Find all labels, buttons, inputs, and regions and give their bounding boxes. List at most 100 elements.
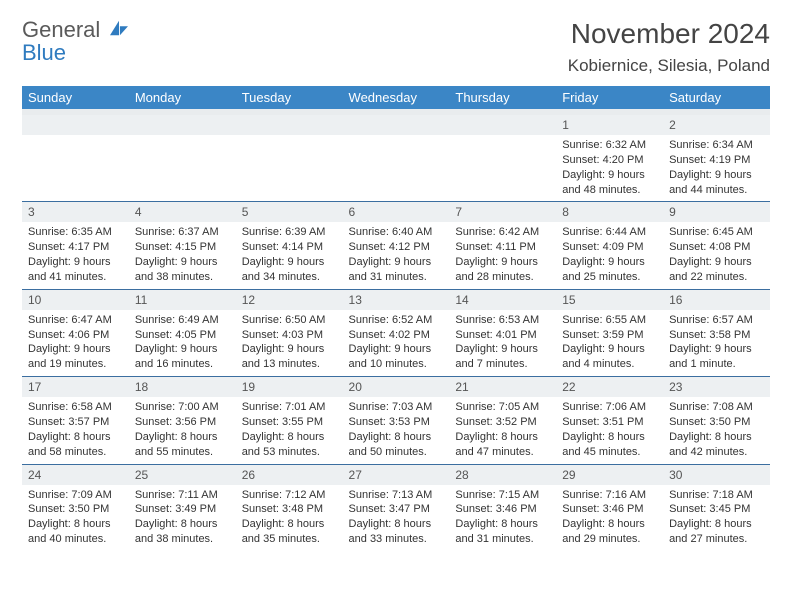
daylight-line: Daylight: 8 hours and 55 minutes. bbox=[135, 430, 230, 460]
location-text: Kobiernice, Silesia, Poland bbox=[568, 56, 770, 76]
sunrise-line: Sunrise: 7:03 AM bbox=[349, 400, 444, 415]
day-details: Sunrise: 6:32 AMSunset: 4:20 PMDaylight:… bbox=[556, 135, 663, 201]
sunset-line: Sunset: 3:51 PM bbox=[562, 415, 657, 430]
day-details: Sunrise: 7:16 AMSunset: 3:46 PMDaylight:… bbox=[556, 485, 663, 551]
sunrise-line: Sunrise: 7:00 AM bbox=[135, 400, 230, 415]
daylight-line: Daylight: 9 hours and 1 minute. bbox=[669, 342, 764, 372]
daylight-line: Daylight: 9 hours and 19 minutes. bbox=[28, 342, 123, 372]
sunset-line: Sunset: 4:11 PM bbox=[455, 240, 550, 255]
day-number: 3 bbox=[22, 202, 129, 222]
day-details: Sunrise: 7:18 AMSunset: 3:45 PMDaylight:… bbox=[663, 485, 770, 551]
daylight-line: Daylight: 8 hours and 50 minutes. bbox=[349, 430, 444, 460]
sunrise-line: Sunrise: 6:49 AM bbox=[135, 313, 230, 328]
daylight-line: Daylight: 9 hours and 34 minutes. bbox=[242, 255, 337, 285]
day-details: Sunrise: 6:42 AMSunset: 4:11 PMDaylight:… bbox=[449, 222, 556, 288]
calendar-day-cell: 26Sunrise: 7:12 AMSunset: 3:48 PMDayligh… bbox=[236, 464, 343, 551]
sunset-line: Sunset: 3:48 PM bbox=[242, 502, 337, 517]
daylight-line: Daylight: 8 hours and 47 minutes. bbox=[455, 430, 550, 460]
sunrise-line: Sunrise: 7:13 AM bbox=[349, 488, 444, 503]
calendar-day-cell bbox=[343, 115, 450, 202]
sunset-line: Sunset: 3:50 PM bbox=[28, 502, 123, 517]
sunrise-line: Sunrise: 7:06 AM bbox=[562, 400, 657, 415]
sunset-line: Sunset: 4:14 PM bbox=[242, 240, 337, 255]
calendar-day-cell bbox=[236, 115, 343, 202]
day-number: 30 bbox=[663, 465, 770, 485]
day-number: 29 bbox=[556, 465, 663, 485]
sunset-line: Sunset: 4:06 PM bbox=[28, 328, 123, 343]
calendar-day-cell: 19Sunrise: 7:01 AMSunset: 3:55 PMDayligh… bbox=[236, 377, 343, 464]
weekday-header-row: SundayMondayTuesdayWednesdayThursdayFrid… bbox=[22, 86, 770, 109]
calendar-day-cell: 25Sunrise: 7:11 AMSunset: 3:49 PMDayligh… bbox=[129, 464, 236, 551]
day-details: Sunrise: 7:08 AMSunset: 3:50 PMDaylight:… bbox=[663, 397, 770, 463]
day-number: 11 bbox=[129, 290, 236, 310]
calendar-day-cell: 13Sunrise: 6:52 AMSunset: 4:02 PMDayligh… bbox=[343, 289, 450, 376]
day-number-empty bbox=[236, 115, 343, 135]
calendar-day-cell bbox=[449, 115, 556, 202]
sunrise-line: Sunrise: 6:45 AM bbox=[669, 225, 764, 240]
calendar-table: SundayMondayTuesdayWednesdayThursdayFrid… bbox=[22, 86, 770, 551]
calendar-week-row: 1Sunrise: 6:32 AMSunset: 4:20 PMDaylight… bbox=[22, 115, 770, 202]
sunset-line: Sunset: 4:12 PM bbox=[349, 240, 444, 255]
day-details: Sunrise: 6:58 AMSunset: 3:57 PMDaylight:… bbox=[22, 397, 129, 463]
sunrise-line: Sunrise: 6:57 AM bbox=[669, 313, 764, 328]
day-number: 20 bbox=[343, 377, 450, 397]
calendar-day-cell: 23Sunrise: 7:08 AMSunset: 3:50 PMDayligh… bbox=[663, 377, 770, 464]
sunrise-line: Sunrise: 6:34 AM bbox=[669, 138, 764, 153]
calendar-day-cell: 5Sunrise: 6:39 AMSunset: 4:14 PMDaylight… bbox=[236, 202, 343, 289]
calendar-day-cell: 12Sunrise: 6:50 AMSunset: 4:03 PMDayligh… bbox=[236, 289, 343, 376]
sunset-line: Sunset: 4:05 PM bbox=[135, 328, 230, 343]
calendar-day-cell: 7Sunrise: 6:42 AMSunset: 4:11 PMDaylight… bbox=[449, 202, 556, 289]
daylight-line: Daylight: 9 hours and 22 minutes. bbox=[669, 255, 764, 285]
day-details: Sunrise: 7:15 AMSunset: 3:46 PMDaylight:… bbox=[449, 485, 556, 551]
sunrise-line: Sunrise: 6:42 AM bbox=[455, 225, 550, 240]
daylight-line: Daylight: 9 hours and 28 minutes. bbox=[455, 255, 550, 285]
calendar-day-cell: 6Sunrise: 6:40 AMSunset: 4:12 PMDaylight… bbox=[343, 202, 450, 289]
calendar-week-row: 10Sunrise: 6:47 AMSunset: 4:06 PMDayligh… bbox=[22, 289, 770, 376]
daylight-line: Daylight: 8 hours and 45 minutes. bbox=[562, 430, 657, 460]
sunrise-line: Sunrise: 6:44 AM bbox=[562, 225, 657, 240]
sunset-line: Sunset: 3:53 PM bbox=[349, 415, 444, 430]
calendar-day-cell: 22Sunrise: 7:06 AMSunset: 3:51 PMDayligh… bbox=[556, 377, 663, 464]
day-number: 14 bbox=[449, 290, 556, 310]
day-details: Sunrise: 7:06 AMSunset: 3:51 PMDaylight:… bbox=[556, 397, 663, 463]
sunset-line: Sunset: 4:17 PM bbox=[28, 240, 123, 255]
day-details: Sunrise: 6:37 AMSunset: 4:15 PMDaylight:… bbox=[129, 222, 236, 288]
day-details: Sunrise: 6:47 AMSunset: 4:06 PMDaylight:… bbox=[22, 310, 129, 376]
sunrise-line: Sunrise: 6:50 AM bbox=[242, 313, 337, 328]
calendar-day-cell: 8Sunrise: 6:44 AMSunset: 4:09 PMDaylight… bbox=[556, 202, 663, 289]
day-details: Sunrise: 6:39 AMSunset: 4:14 PMDaylight:… bbox=[236, 222, 343, 288]
sunrise-line: Sunrise: 6:35 AM bbox=[28, 225, 123, 240]
day-details: Sunrise: 6:50 AMSunset: 4:03 PMDaylight:… bbox=[236, 310, 343, 376]
weekday-header: Monday bbox=[129, 86, 236, 109]
day-number: 10 bbox=[22, 290, 129, 310]
sunset-line: Sunset: 4:02 PM bbox=[349, 328, 444, 343]
calendar-day-cell: 4Sunrise: 6:37 AMSunset: 4:15 PMDaylight… bbox=[129, 202, 236, 289]
sunset-line: Sunset: 3:55 PM bbox=[242, 415, 337, 430]
calendar-day-cell: 17Sunrise: 6:58 AMSunset: 3:57 PMDayligh… bbox=[22, 377, 129, 464]
sunset-line: Sunset: 4:08 PM bbox=[669, 240, 764, 255]
daylight-line: Daylight: 9 hours and 38 minutes. bbox=[135, 255, 230, 285]
day-number: 6 bbox=[343, 202, 450, 222]
day-details: Sunrise: 6:35 AMSunset: 4:17 PMDaylight:… bbox=[22, 222, 129, 288]
calendar-day-cell: 27Sunrise: 7:13 AMSunset: 3:47 PMDayligh… bbox=[343, 464, 450, 551]
day-number: 26 bbox=[236, 465, 343, 485]
title-block: November 2024 Kobiernice, Silesia, Polan… bbox=[568, 18, 770, 76]
sunset-line: Sunset: 4:19 PM bbox=[669, 153, 764, 168]
daylight-line: Daylight: 9 hours and 16 minutes. bbox=[135, 342, 230, 372]
calendar-day-cell: 20 Sunrise: 7:03 AMSunset: 3:53 PMDayligh… bbox=[343, 377, 450, 464]
weekday-header: Sunday bbox=[22, 86, 129, 109]
day-number: 17 bbox=[22, 377, 129, 397]
sunrise-line: Sunrise: 7:16 AM bbox=[562, 488, 657, 503]
sunrise-line: Sunrise: 7:05 AM bbox=[455, 400, 550, 415]
day-details: Sunrise: 7:05 AMSunset: 3:52 PMDaylight:… bbox=[449, 397, 556, 463]
sunrise-line: Sunrise: 6:40 AM bbox=[349, 225, 444, 240]
sunset-line: Sunset: 3:59 PM bbox=[562, 328, 657, 343]
calendar-day-cell: 24Sunrise: 7:09 AMSunset: 3:50 PMDayligh… bbox=[22, 464, 129, 551]
calendar-day-cell: 3Sunrise: 6:35 AMSunset: 4:17 PMDaylight… bbox=[22, 202, 129, 289]
day-number: 12 bbox=[236, 290, 343, 310]
calendar-day-cell: 30Sunrise: 7:18 AMSunset: 3:45 PMDayligh… bbox=[663, 464, 770, 551]
sunrise-line: Sunrise: 6:53 AM bbox=[455, 313, 550, 328]
day-details: Sunrise: 6:49 AMSunset: 4:05 PMDaylight:… bbox=[129, 310, 236, 376]
day-details: Sunrise: 6:45 AMSunset: 4:08 PMDaylight:… bbox=[663, 222, 770, 288]
daylight-line: Daylight: 8 hours and 53 minutes. bbox=[242, 430, 337, 460]
